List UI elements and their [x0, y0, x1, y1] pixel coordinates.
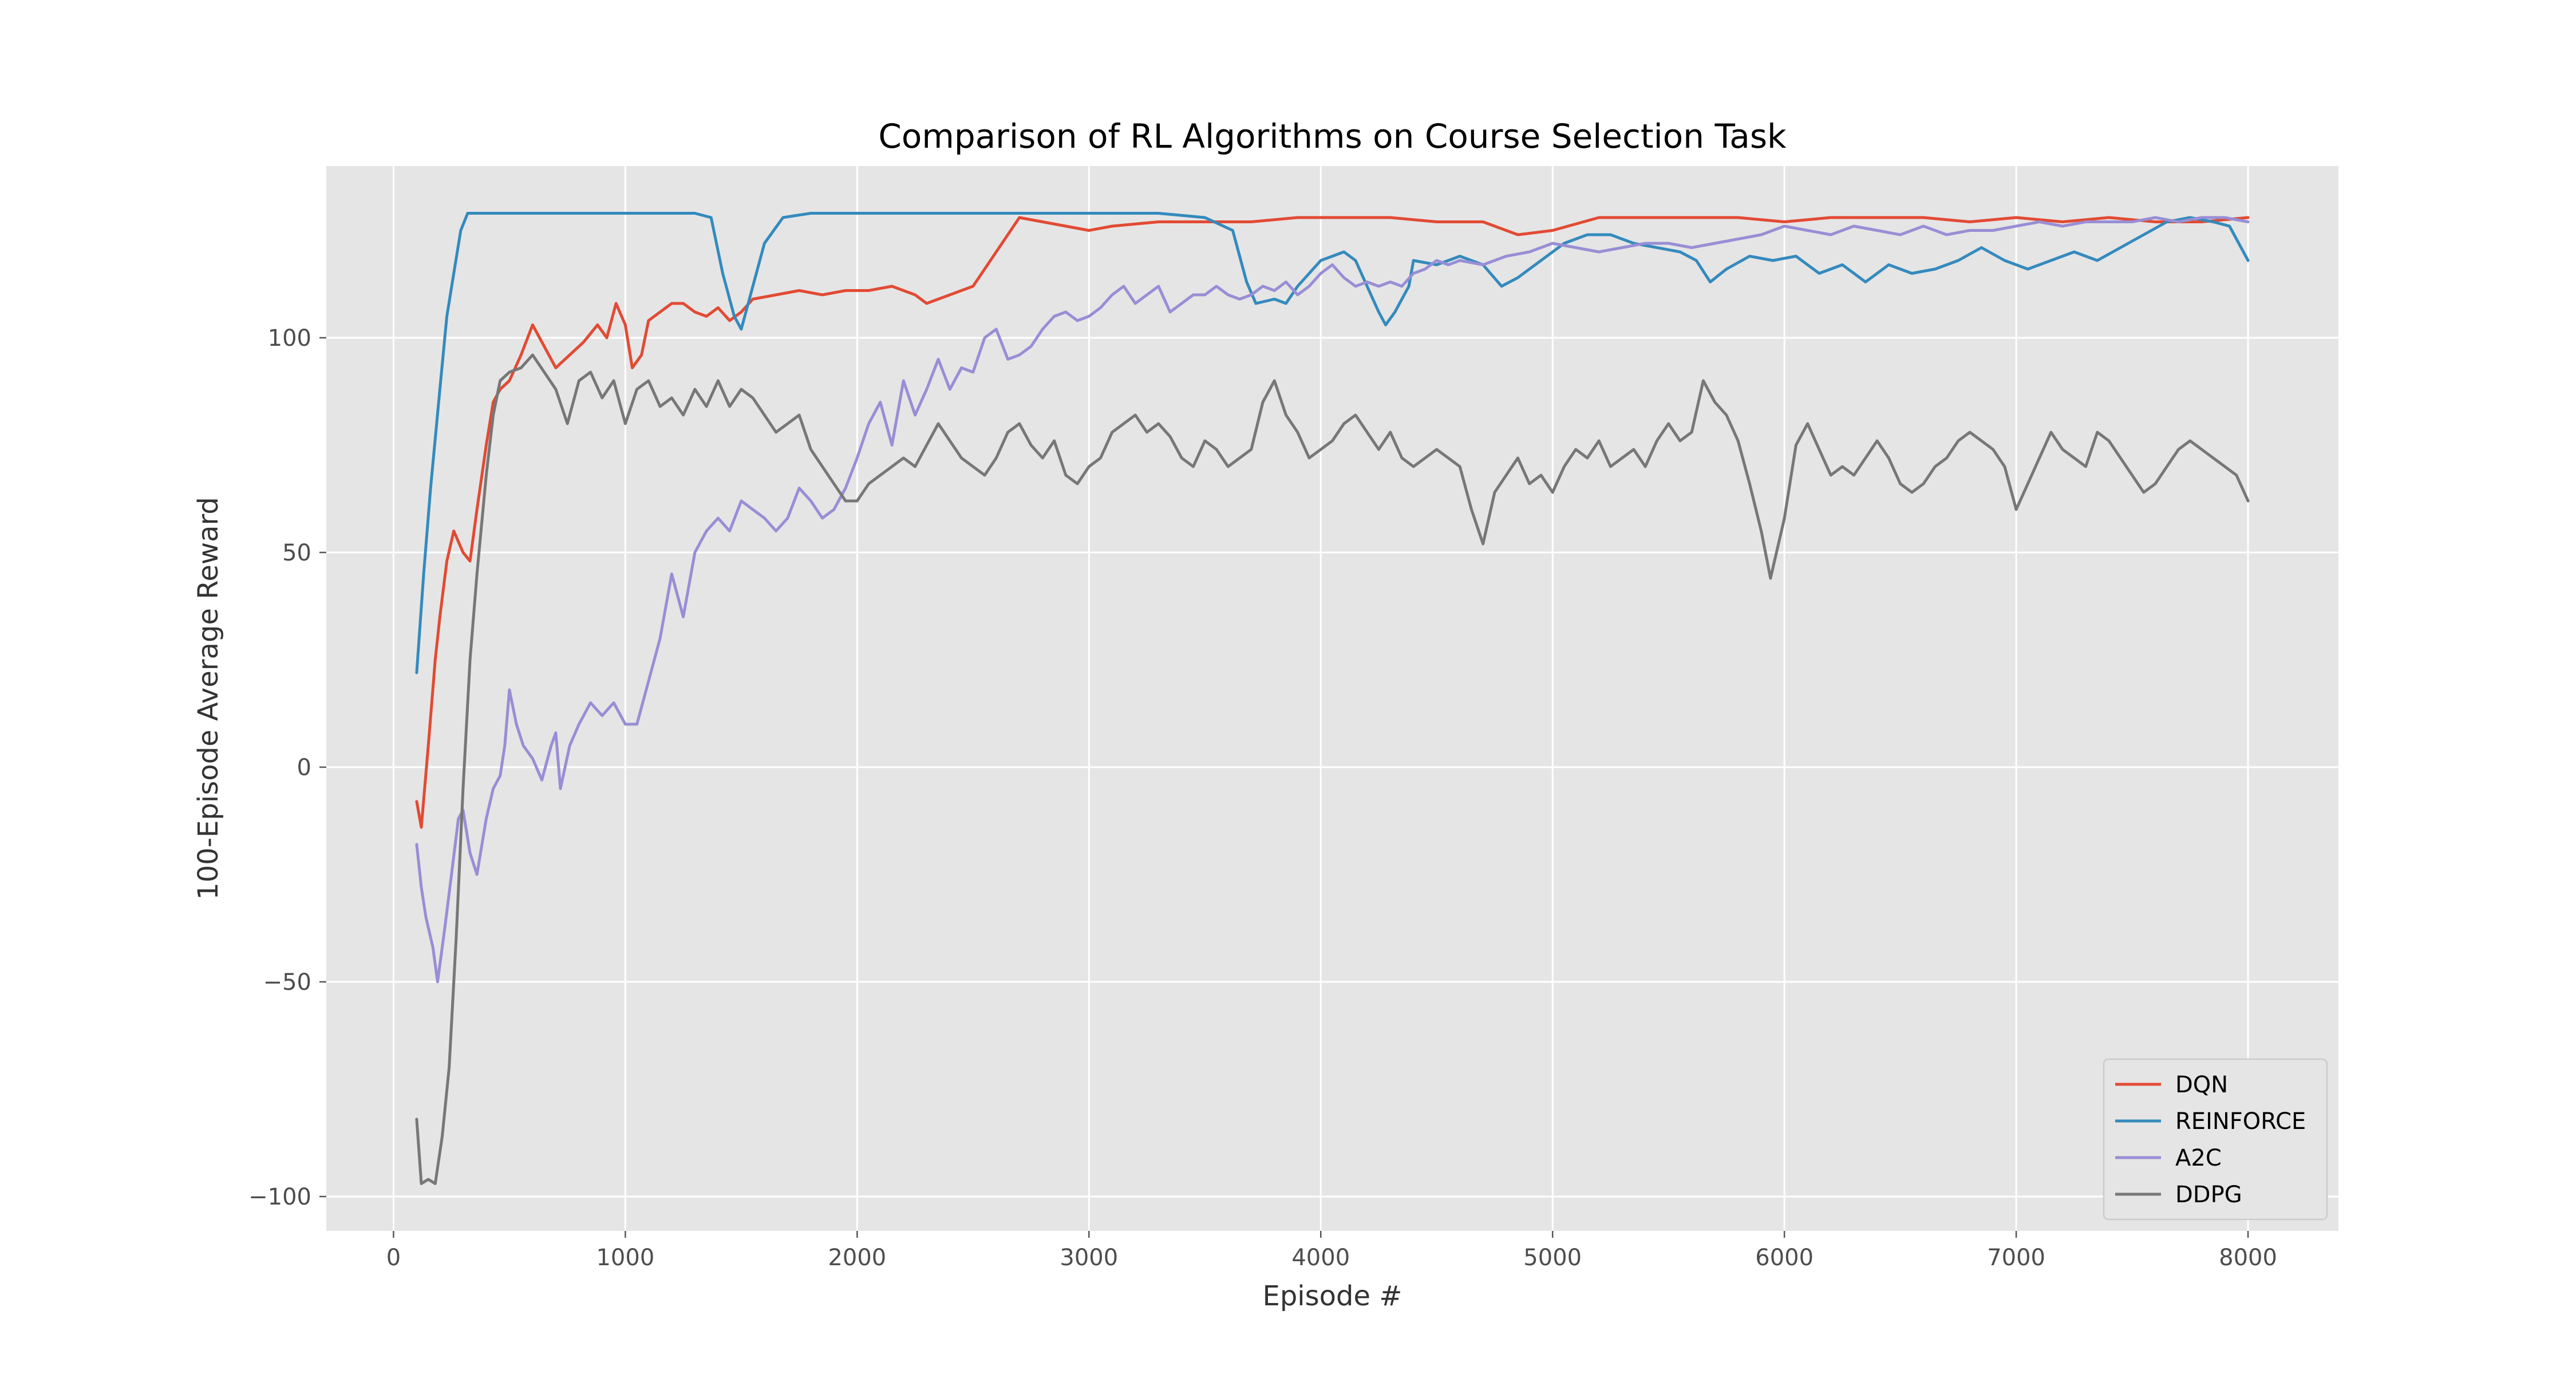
y-tick-label: 0 [297, 755, 311, 781]
y-axis-label: 100-Episode Average Reward [192, 497, 224, 900]
series-lines [415, 212, 2250, 1185]
legend-label-ddpg: DDPG [2175, 1182, 2242, 1208]
series-line-a2c [415, 216, 2250, 984]
x-tick-label: 2000 [828, 1245, 886, 1271]
series-line-reinforce [415, 212, 2250, 674]
y-axis-ticks: −100 −50 0 50 100 [248, 325, 326, 1210]
plot-area [326, 166, 2338, 1231]
legend-label-a2c: A2C [2175, 1145, 2222, 1171]
legend: DQN REINFORCE A2C DDPG [2103, 1058, 2328, 1221]
series-line-ddpg [415, 353, 2250, 1185]
chart-title: Comparison of RL Algorithms on Course Se… [878, 117, 1787, 156]
x-tick-label: 3000 [1060, 1245, 1118, 1271]
x-axis-ticks: 0 1000 2000 3000 4000 5000 6000 7000 8000 [386, 1231, 2277, 1271]
x-tick-label: 8000 [2219, 1245, 2277, 1271]
x-tick-label: 5000 [1523, 1245, 1582, 1271]
legend-label-dqn: DQN [2175, 1072, 2228, 1098]
x-tick-label: 1000 [596, 1245, 654, 1271]
y-tick-label: 50 [282, 540, 311, 566]
x-tick-label: 7000 [1987, 1245, 2045, 1271]
x-axis-label: Episode # [1263, 1280, 1402, 1312]
x-tick-label: 0 [386, 1245, 401, 1271]
x-tick-label: 4000 [1291, 1245, 1350, 1271]
grid-lines [326, 166, 2338, 1231]
y-tick-label: −50 [263, 969, 311, 996]
x-tick-label: 6000 [1755, 1245, 1814, 1271]
y-tick-label: 100 [268, 325, 311, 352]
legend-label-reinforce: REINFORCE [2175, 1108, 2306, 1135]
series-line-dqn [415, 216, 2250, 829]
y-tick-label: −100 [248, 1184, 311, 1210]
legend-box [2103, 1058, 2328, 1221]
